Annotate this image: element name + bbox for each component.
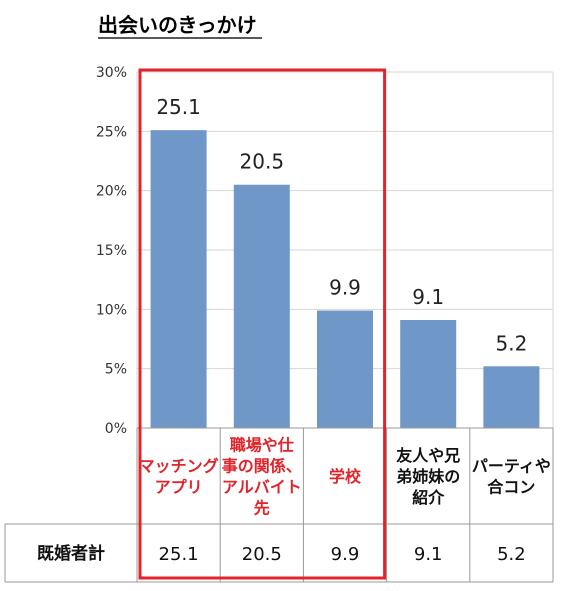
- category-label: 職場や仕事の関係、アルバイト先: [222, 436, 302, 518]
- y-tick-label: 0%: [105, 421, 127, 437]
- bars: [150, 130, 540, 428]
- category-label: マッチングアプリ: [139, 457, 219, 497]
- y-tick-label: 20%: [96, 184, 127, 200]
- category-label-line: 先: [254, 499, 270, 518]
- y-tick-label: 10%: [96, 302, 127, 318]
- table-cell-value: 5.2: [497, 544, 526, 565]
- category-label-line: マッチング: [139, 457, 219, 476]
- data-label: 9.1: [412, 285, 444, 309]
- y-tick-label: 5%: [105, 362, 127, 378]
- data-label: 9.9: [329, 276, 361, 300]
- table-cell-value: 25.1: [159, 544, 199, 565]
- category-label-line: 学校: [329, 467, 362, 486]
- table-cell-value: 9.1: [414, 544, 443, 565]
- category-label-line: 合コン: [487, 478, 535, 497]
- bar: [483, 366, 540, 428]
- category-label: 学校: [329, 467, 362, 486]
- category-label-line: 事の関係、: [222, 457, 302, 476]
- data-label: 20.5: [240, 150, 285, 174]
- data-label: 5.2: [495, 331, 527, 355]
- data-labels: 25.1 20.5 9.9 9.1 5.2: [156, 95, 527, 355]
- category-label-line: 弟姉妹の: [396, 467, 460, 486]
- category-table: マッチングアプリ職場や仕事の関係、アルバイト先学校友人や兄弟姉妹の紹介パーティや…: [4, 427, 554, 583]
- table-cell-value: 20.5: [242, 544, 282, 565]
- highlight-box: [138, 68, 387, 580]
- category-label: 友人や兄弟姉妹の紹介: [396, 446, 460, 507]
- bar: [317, 310, 373, 428]
- y-axis-ticks: 0% 5% 10% 15% 20% 25% 30%: [96, 65, 127, 437]
- category-label-line: パーティや: [472, 457, 551, 476]
- category-label-line: 友人や兄: [396, 446, 460, 465]
- y-tick-label: 25%: [96, 124, 127, 140]
- category-label-line: 職場や仕: [230, 436, 294, 455]
- bar: [233, 184, 290, 428]
- category-label-line: 紹介: [412, 488, 445, 507]
- data-label: 25.1: [156, 95, 201, 119]
- table-cell-value: 9.9: [331, 544, 360, 565]
- row-header: 既婚者計: [37, 543, 105, 564]
- category-label-line: アプリ: [155, 478, 203, 497]
- bar: [150, 130, 207, 428]
- bar: [400, 320, 457, 428]
- y-tick-label: 30%: [96, 65, 127, 81]
- category-label: パーティや合コン: [472, 457, 551, 497]
- chart-title: 出会いのきっかけ: [98, 13, 257, 37]
- y-tick-label: 15%: [96, 243, 127, 259]
- category-label-line: アルバイト: [222, 478, 302, 497]
